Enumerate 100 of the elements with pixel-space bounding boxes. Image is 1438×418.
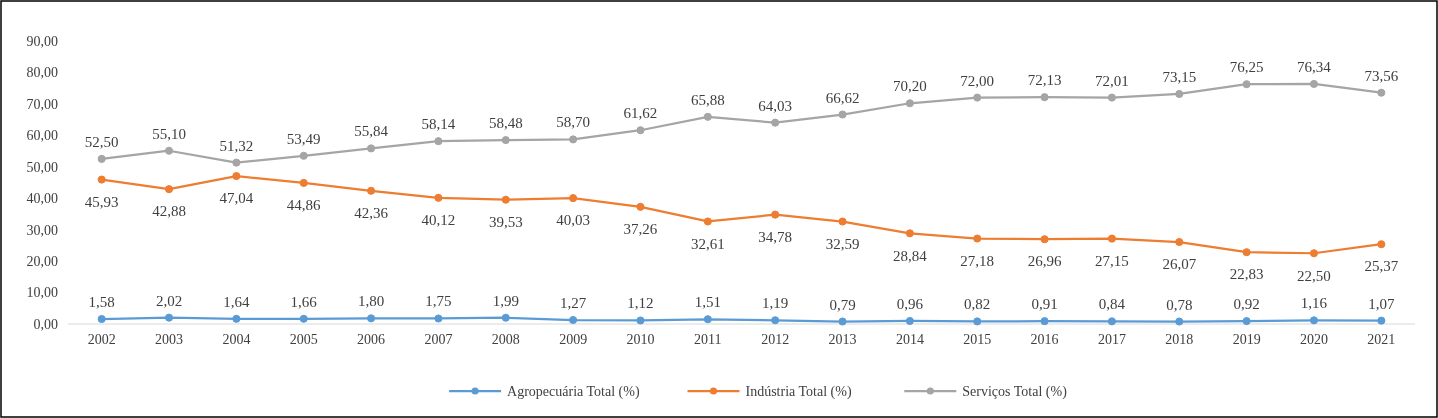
point (501, 195, 510, 204)
legend-label: Indústria Total (%) (745, 383, 852, 400)
point (771, 210, 780, 219)
data-label: 45,93 (84, 193, 119, 210)
data-label: 73,56 (1364, 67, 1399, 84)
point (1175, 317, 1184, 326)
point (569, 135, 578, 144)
point (1040, 317, 1049, 326)
point (232, 172, 241, 181)
y-tick-label: 10,00 (26, 285, 58, 301)
point (636, 202, 645, 211)
data-label: 1,64 (223, 293, 250, 310)
data-label: 0,91 (1031, 296, 1058, 313)
x-tick-label: 2019 (1232, 332, 1261, 347)
point (367, 144, 376, 153)
point (232, 314, 241, 323)
point (97, 154, 106, 163)
data-label: 0,78 (1166, 296, 1193, 313)
data-label: 37,26 (623, 221, 658, 238)
x-tick-label: 2021 (1367, 332, 1396, 347)
x-tick-label: 2013 (828, 332, 857, 347)
x-tick-label: 2018 (1165, 332, 1194, 347)
data-label: 52,50 (84, 133, 119, 150)
point (973, 317, 982, 326)
data-label: 0,84 (1098, 296, 1126, 313)
point (703, 217, 712, 226)
data-label: 34,78 (758, 228, 793, 245)
point (367, 186, 376, 195)
point (501, 313, 510, 322)
point (232, 158, 241, 167)
data-label: 1,80 (357, 293, 385, 310)
point (1242, 80, 1251, 89)
x-tick-label: 2017 (1097, 332, 1126, 347)
x-tick-label: 2016 (1030, 332, 1059, 347)
point (1107, 317, 1116, 326)
point (164, 146, 174, 155)
data-label: 72,00 (960, 72, 995, 89)
point (905, 316, 914, 326)
point (973, 93, 982, 102)
point (164, 313, 174, 322)
data-label: 26,96 (1027, 253, 1062, 270)
data-label: 1,75 (425, 293, 452, 310)
data-label: 70,20 (893, 78, 927, 95)
point (905, 99, 914, 108)
y-tick-label: 80,00 (26, 65, 58, 81)
point (1107, 93, 1116, 102)
point (434, 193, 443, 202)
data-label: 76,34 (1297, 58, 1332, 75)
x-tick-label: 2008 (491, 332, 520, 347)
data-label: 25,37 (1364, 258, 1399, 275)
x-tick-label: 2007 (424, 332, 453, 347)
point (1175, 237, 1184, 247)
y-tick-label: 40,00 (26, 191, 58, 207)
data-label: 28,84 (893, 247, 928, 264)
data-label: 40,03 (556, 212, 590, 229)
data-label: 58,70 (556, 114, 590, 131)
y-tick-label: 0,00 (33, 316, 58, 332)
data-label: 64,03 (758, 97, 793, 114)
data-label: 66,62 (825, 89, 860, 106)
point (299, 178, 308, 187)
x-tick-label: 2015 (963, 332, 992, 347)
y-tick-label: 20,00 (26, 254, 58, 270)
data-label: 1,19 (762, 295, 789, 312)
x-tick-label: 2002 (87, 332, 116, 347)
data-label: 26,07 (1162, 256, 1197, 273)
data-label: 27,15 (1095, 252, 1129, 269)
point (636, 126, 645, 135)
data-label: 58,48 (488, 115, 523, 132)
data-label: 27,18 (960, 252, 995, 269)
data-label: 47,04 (219, 190, 254, 207)
data-label: 1,51 (694, 294, 721, 311)
data-label: 53,49 (286, 130, 321, 147)
point (1040, 93, 1049, 102)
data-label: 0,96 (896, 295, 924, 312)
data-label: 32,61 (690, 235, 725, 252)
point (1309, 249, 1319, 258)
data-label: 55,84 (354, 123, 389, 140)
point (501, 136, 510, 145)
data-label: 44,86 (286, 197, 322, 214)
data-label: 42,36 (354, 205, 389, 222)
point (1040, 235, 1049, 244)
legend-label: Serviços Total (%) (962, 383, 1068, 400)
point (299, 151, 308, 160)
data-label: 61,62 (623, 105, 658, 122)
data-label: 0,79 (829, 296, 856, 313)
data-label: 0,92 (1233, 296, 1260, 313)
x-tick-label: 2004 (222, 332, 251, 347)
data-label: 1,07 (1368, 295, 1395, 312)
x-tick-label: 2012 (761, 332, 790, 347)
data-label: 65,88 (690, 91, 725, 108)
point (569, 315, 578, 325)
data-label: 1,16 (1300, 295, 1328, 312)
data-label: 76,25 (1229, 59, 1264, 76)
data-label: 1,58 (88, 294, 115, 311)
x-tick-label: 2006 (357, 332, 386, 347)
data-label: 1,99 (492, 292, 519, 309)
point (838, 317, 847, 326)
data-label: 72,01 (1095, 72, 1129, 89)
data-label: 40,12 (421, 212, 456, 229)
y-tick-label: 90,00 (26, 33, 58, 49)
